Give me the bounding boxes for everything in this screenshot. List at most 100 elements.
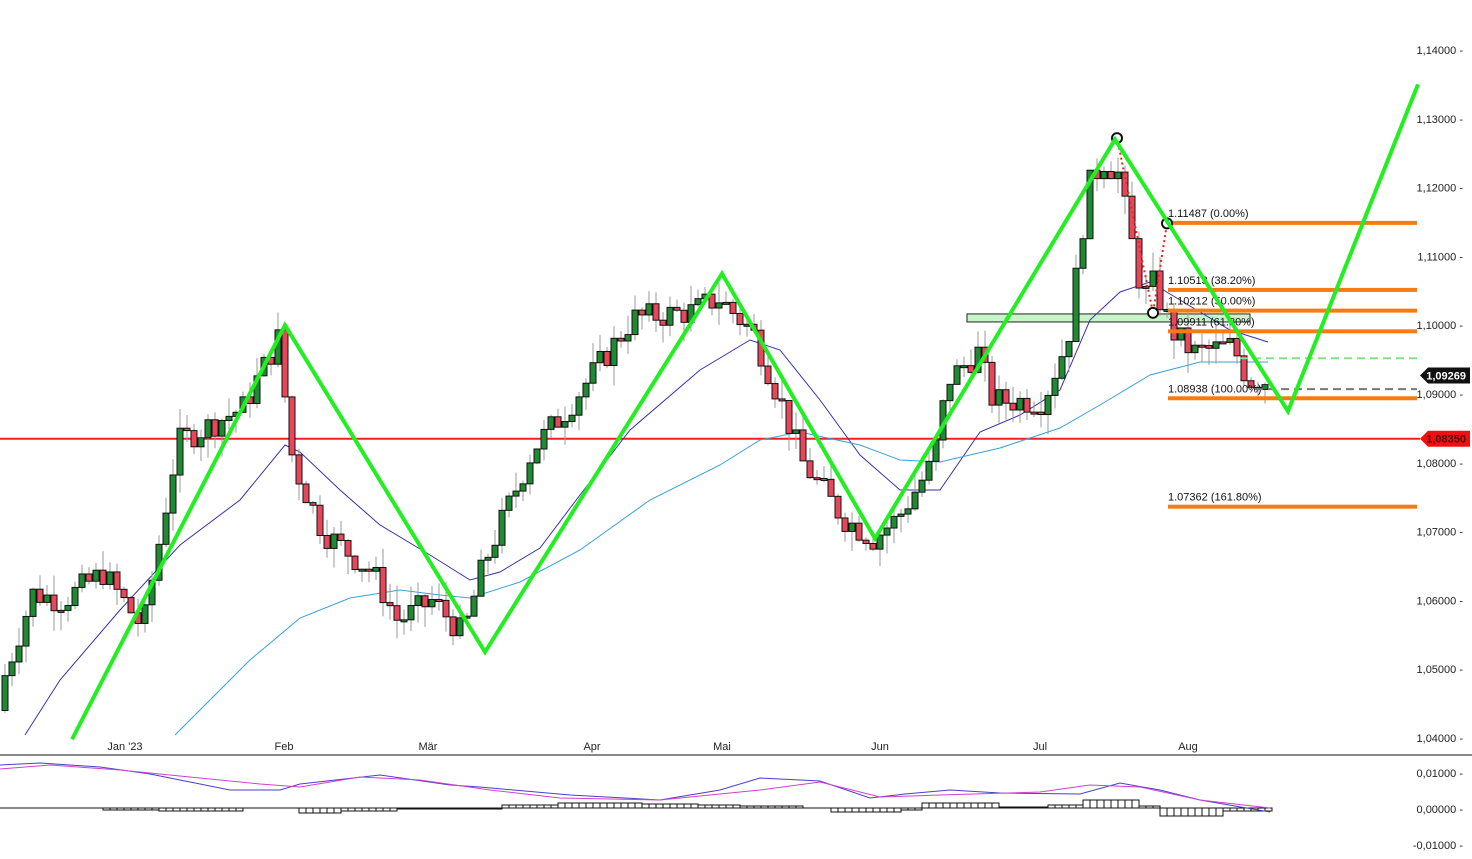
macd-histogram-bar [872, 807, 881, 813]
bull-candle [645, 303, 653, 316]
macd-histogram-bar [438, 807, 447, 810]
macd-histogram-bar [620, 802, 629, 809]
bull-candle [911, 491, 919, 510]
macd-histogram-bar [928, 802, 937, 809]
macd-histogram-bar [172, 807, 181, 812]
fib-level-label: 1.10212 (50.00%) [1168, 296, 1255, 308]
bull-candle [141, 604, 149, 624]
current-price-tag [1420, 367, 1470, 384]
macd-histogram-bar [949, 802, 958, 809]
macd-histogram-bar [1236, 807, 1245, 812]
bull-candle [197, 437, 205, 448]
bear-candle [190, 430, 198, 448]
bull-candle [1261, 384, 1269, 390]
macd-histogram-bar [592, 802, 601, 809]
time-tick-label: Aug [1178, 741, 1198, 753]
moving-averages [24, 281, 1269, 736]
bull-candle [15, 645, 23, 663]
bull-candle [1177, 327, 1185, 341]
bear-candle [113, 571, 121, 590]
macd-histogram-bar [585, 802, 594, 809]
price-axis[interactable]: 1,14000 - 1,13000 - 1,12000 - 1,11000 - 1,10… [1413, 45, 1463, 852]
bull-candle [533, 448, 541, 464]
macd-histogram-bar [319, 807, 328, 814]
bull-candle [1100, 170, 1108, 180]
bear-candle [36, 588, 44, 603]
bear-candle [1247, 380, 1255, 388]
macd-histogram-bar [900, 807, 909, 811]
macd-histogram-bar [732, 804, 741, 809]
bull-candle [694, 298, 702, 306]
macd-histogram-bar [452, 807, 461, 810]
bull-candle [470, 595, 478, 617]
bull-candle [1212, 341, 1220, 349]
price-tick-label: 1,13000 - [1417, 114, 1464, 126]
bear-candle [386, 602, 394, 607]
macd-histogram-bar [424, 807, 433, 810]
bull-candle [71, 586, 79, 607]
macd-histogram-bar [1096, 799, 1105, 809]
price-tick-label: 1,14000 - [1417, 45, 1464, 57]
fib-level-label: 1.10513 (38.20%) [1168, 275, 1255, 287]
macd-histogram-bar [963, 802, 972, 809]
bear-candle [127, 597, 135, 614]
bear-candle [302, 483, 310, 504]
macd-histogram-bar [326, 807, 335, 814]
bull-candle [575, 396, 583, 416]
bear-candle [869, 542, 877, 550]
bear-candle [1023, 397, 1031, 413]
macd-histogram-bar [669, 803, 678, 809]
bull-candle [204, 419, 212, 439]
fib-level-line [1168, 287, 1417, 292]
macd-histogram-bar [718, 804, 727, 809]
bull-candle [722, 301, 730, 305]
macd-histogram-bar [984, 802, 993, 809]
bull-candle [358, 568, 366, 572]
bear-candle [813, 477, 821, 481]
bear-candle [603, 350, 611, 366]
macd-histogram-bar [1012, 806, 1021, 809]
moving-average-slow [174, 361, 1268, 736]
bear-candle [820, 477, 828, 481]
macd-histogram-bar [830, 807, 839, 813]
macd-histogram-bar [858, 807, 867, 813]
macd-histogram-bar [354, 807, 363, 812]
bear-candle [316, 504, 324, 536]
macd-histogram-bar [599, 802, 608, 809]
resistance-zone [966, 313, 1251, 323]
macd-histogram-bar [207, 807, 216, 812]
macd-histogram-bar [795, 805, 804, 809]
macd-histogram-bar [109, 807, 118, 811]
macd-histogram-bar [403, 807, 412, 810]
macd-histogram-bar [1026, 806, 1035, 809]
bull-candle [505, 495, 513, 511]
bear-candle [421, 595, 429, 608]
bull-candle [1226, 337, 1234, 343]
bear-candle [799, 429, 807, 462]
macd-histogram-bar [298, 807, 307, 814]
macd-histogram-bar [1229, 807, 1238, 812]
price-tick-label: 1,10000 - [1417, 320, 1464, 332]
fib-level-label: 1.08938 (100.00%) [1168, 383, 1262, 395]
bear-candle [1219, 341, 1227, 345]
time-axis[interactable]: Jan '23 Feb Mär Apr Mai Jun Jul Aug [107, 741, 1197, 753]
bear-candle [967, 365, 975, 373]
macd-histogram-bar [508, 804, 517, 809]
macd-histogram-bar [704, 804, 713, 809]
macd-histogram-bar [1152, 805, 1161, 809]
bull-candle [407, 604, 415, 621]
macd-histogram-bar [1075, 804, 1084, 809]
macd-histogram-bar [487, 807, 496, 810]
macd-histogram-bar [837, 807, 846, 813]
fib-level-label: 1.11487 (0.00%) [1168, 208, 1249, 220]
price-tags: 1,09269 1,08350 [1420, 367, 1470, 447]
bear-candle [85, 573, 93, 582]
fib-level-label: 1.07362 (161.80%) [1168, 492, 1262, 504]
macd-histogram-bar [1117, 799, 1126, 809]
macd-histogram-bar [844, 807, 853, 813]
macd-histogram-bar [1005, 806, 1014, 809]
time-tick-label: Mai [713, 741, 731, 753]
bear-candle [442, 599, 450, 618]
